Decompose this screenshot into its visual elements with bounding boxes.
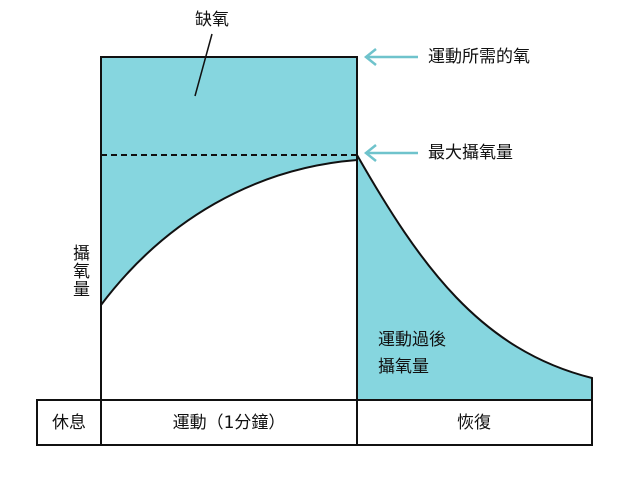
max-label: 最大攝氧量 (428, 143, 513, 163)
uptake-area (101, 160, 357, 400)
phase-label: 運動（1分鐘） (173, 413, 286, 433)
deficit-label: 缺氧 (195, 10, 229, 30)
pointer-line (194, 33, 213, 97)
phase-label: 休息 (52, 413, 86, 433)
arrows (363, 48, 418, 162)
required-label: 運動所需的氧 (428, 47, 530, 67)
post-label: 運動過後 (378, 330, 446, 350)
uptake-label: 攝氧量 (69, 244, 89, 298)
phase-label: 恢復 (457, 413, 491, 433)
recovery-curve (356, 154, 593, 400)
post-label: 攝氧量 (378, 357, 429, 377)
recovery-area (357, 155, 592, 400)
phase-bar (36, 399, 593, 446)
uptake-curve (100, 159, 358, 306)
